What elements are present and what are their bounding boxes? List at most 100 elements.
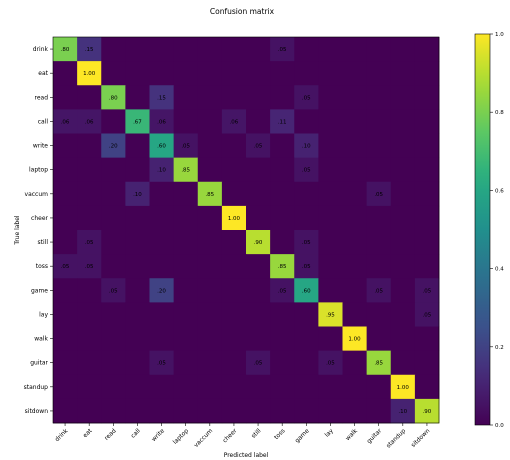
cell-value-label: .60 bbox=[157, 144, 166, 150]
heatmap-cell bbox=[53, 85, 78, 110]
cell-value-label: .90 bbox=[254, 240, 263, 246]
heatmap-cell bbox=[270, 326, 295, 352]
heatmap-cell bbox=[366, 61, 392, 86]
heatmap-cell bbox=[318, 278, 343, 303]
heatmap-cell bbox=[197, 230, 223, 255]
colorbar-tick-label: 0.6 bbox=[495, 188, 504, 194]
heatmap-cell bbox=[125, 181, 150, 207]
x-tick-labels: drink eat read call write laptop vaccum cheer st… bbox=[54, 423, 431, 450]
cell-value-label: .80 bbox=[109, 95, 118, 101]
heatmap-cell bbox=[53, 326, 78, 352]
heatmap-cell bbox=[53, 133, 78, 159]
y-tick-label: read bbox=[34, 94, 48, 101]
heatmap-cell bbox=[101, 398, 126, 424]
heatmap-cell bbox=[390, 350, 416, 376]
x-tick-label: drink bbox=[54, 427, 70, 443]
heatmap-cell bbox=[414, 326, 440, 352]
heatmap-cell bbox=[77, 133, 102, 159]
heatmap-cell bbox=[366, 302, 392, 327]
y-tick-label: cheer bbox=[31, 215, 48, 222]
cell-value-label: .05 bbox=[374, 192, 383, 198]
y-axis-label: True label bbox=[14, 215, 21, 245]
heatmap-cell bbox=[77, 326, 102, 352]
cell-value-label: .85 bbox=[374, 361, 383, 367]
heatmap-cell bbox=[390, 109, 416, 134]
heatmap-cell bbox=[342, 302, 368, 327]
cell-value-label: .05 bbox=[254, 361, 263, 367]
cell-value-label: .10 bbox=[302, 144, 311, 150]
heatmap-cell bbox=[246, 230, 271, 255]
heatmap-cell bbox=[342, 398, 368, 424]
heatmap-cell bbox=[414, 278, 440, 303]
y-tick-label: still bbox=[38, 239, 49, 246]
heatmap-cell bbox=[221, 181, 247, 207]
heatmap-cell bbox=[53, 302, 78, 327]
cell-value-label: .15 bbox=[85, 47, 94, 53]
cell-value-label: .15 bbox=[157, 95, 166, 101]
heatmap-cell bbox=[125, 37, 150, 62]
heatmap-cell bbox=[414, 254, 440, 279]
x-tick-label: write bbox=[150, 427, 166, 443]
heatmap-cell bbox=[77, 350, 102, 376]
heatmap-cell bbox=[390, 302, 416, 327]
heatmap-cell bbox=[125, 85, 150, 110]
heatmap-cell bbox=[221, 230, 247, 255]
cell-value-label: .06 bbox=[157, 119, 166, 125]
heatmap-cell bbox=[318, 61, 343, 86]
heatmap-cell bbox=[390, 374, 416, 400]
heatmap-cell bbox=[390, 278, 416, 303]
heatmap-cell bbox=[125, 302, 150, 327]
heatmap-cell bbox=[77, 109, 102, 134]
heatmap-cell bbox=[221, 398, 247, 424]
heatmap-cell bbox=[366, 350, 392, 376]
cell-value-label: .80 bbox=[61, 47, 70, 53]
y-tick-labels: drink eat read call write laptop vaccum cheer st… bbox=[24, 46, 53, 415]
heatmap-cell bbox=[53, 278, 78, 303]
heatmap-cell bbox=[197, 374, 223, 400]
heatmap-cell bbox=[197, 350, 223, 376]
cell-value-label: .05 bbox=[302, 168, 311, 174]
y-tick-label: standup bbox=[24, 384, 49, 391]
heatmap-cell bbox=[414, 181, 440, 207]
heatmap-cell bbox=[414, 157, 440, 183]
heatmap-cell bbox=[246, 37, 271, 62]
heatmap-cell bbox=[390, 85, 416, 110]
heatmap-cell bbox=[246, 61, 271, 86]
heatmap-cell bbox=[221, 61, 247, 86]
heatmap-cell bbox=[101, 230, 126, 255]
heatmap-cell bbox=[294, 133, 319, 159]
heatmap-cell bbox=[173, 37, 199, 62]
heatmap-cell bbox=[366, 398, 392, 424]
cell-value-label: .05 bbox=[423, 312, 432, 318]
heatmap-cell bbox=[197, 278, 223, 303]
heatmap-cell bbox=[149, 61, 175, 86]
heatmap-cell bbox=[366, 133, 392, 159]
y-tick-label: game bbox=[31, 287, 48, 294]
x-tick-label: call bbox=[130, 427, 142, 439]
heatmap-cell bbox=[414, 302, 440, 327]
heatmap-cell bbox=[149, 398, 175, 424]
x-tick-label: vaccum bbox=[193, 427, 215, 449]
heatmap-cell bbox=[246, 350, 271, 376]
heatmap-cell bbox=[197, 61, 223, 86]
heatmap-cell bbox=[149, 254, 175, 279]
cell-value-label: .06 bbox=[85, 119, 94, 125]
cell-value-label: 1.00 bbox=[348, 337, 361, 343]
cell-value-label: .60 bbox=[302, 288, 311, 294]
heatmap-cell bbox=[77, 181, 102, 207]
heatmap-cell bbox=[101, 205, 126, 231]
heatmap-cell bbox=[366, 278, 392, 303]
heatmap-cell bbox=[221, 109, 247, 134]
heatmap-cell bbox=[318, 37, 343, 62]
x-tick-label: toss bbox=[273, 427, 287, 441]
heatmap-cell bbox=[270, 133, 295, 159]
heatmap-cell bbox=[221, 133, 247, 159]
heatmap-cell bbox=[270, 181, 295, 207]
cell-value-label: .05 bbox=[278, 47, 287, 53]
heatmap-cell bbox=[149, 374, 175, 400]
heatmap-cell bbox=[173, 109, 199, 134]
heatmap-cell bbox=[318, 133, 343, 159]
heatmap-cell bbox=[270, 61, 295, 86]
heatmap-cell bbox=[125, 109, 150, 134]
cell-value-label: .05 bbox=[302, 95, 311, 101]
